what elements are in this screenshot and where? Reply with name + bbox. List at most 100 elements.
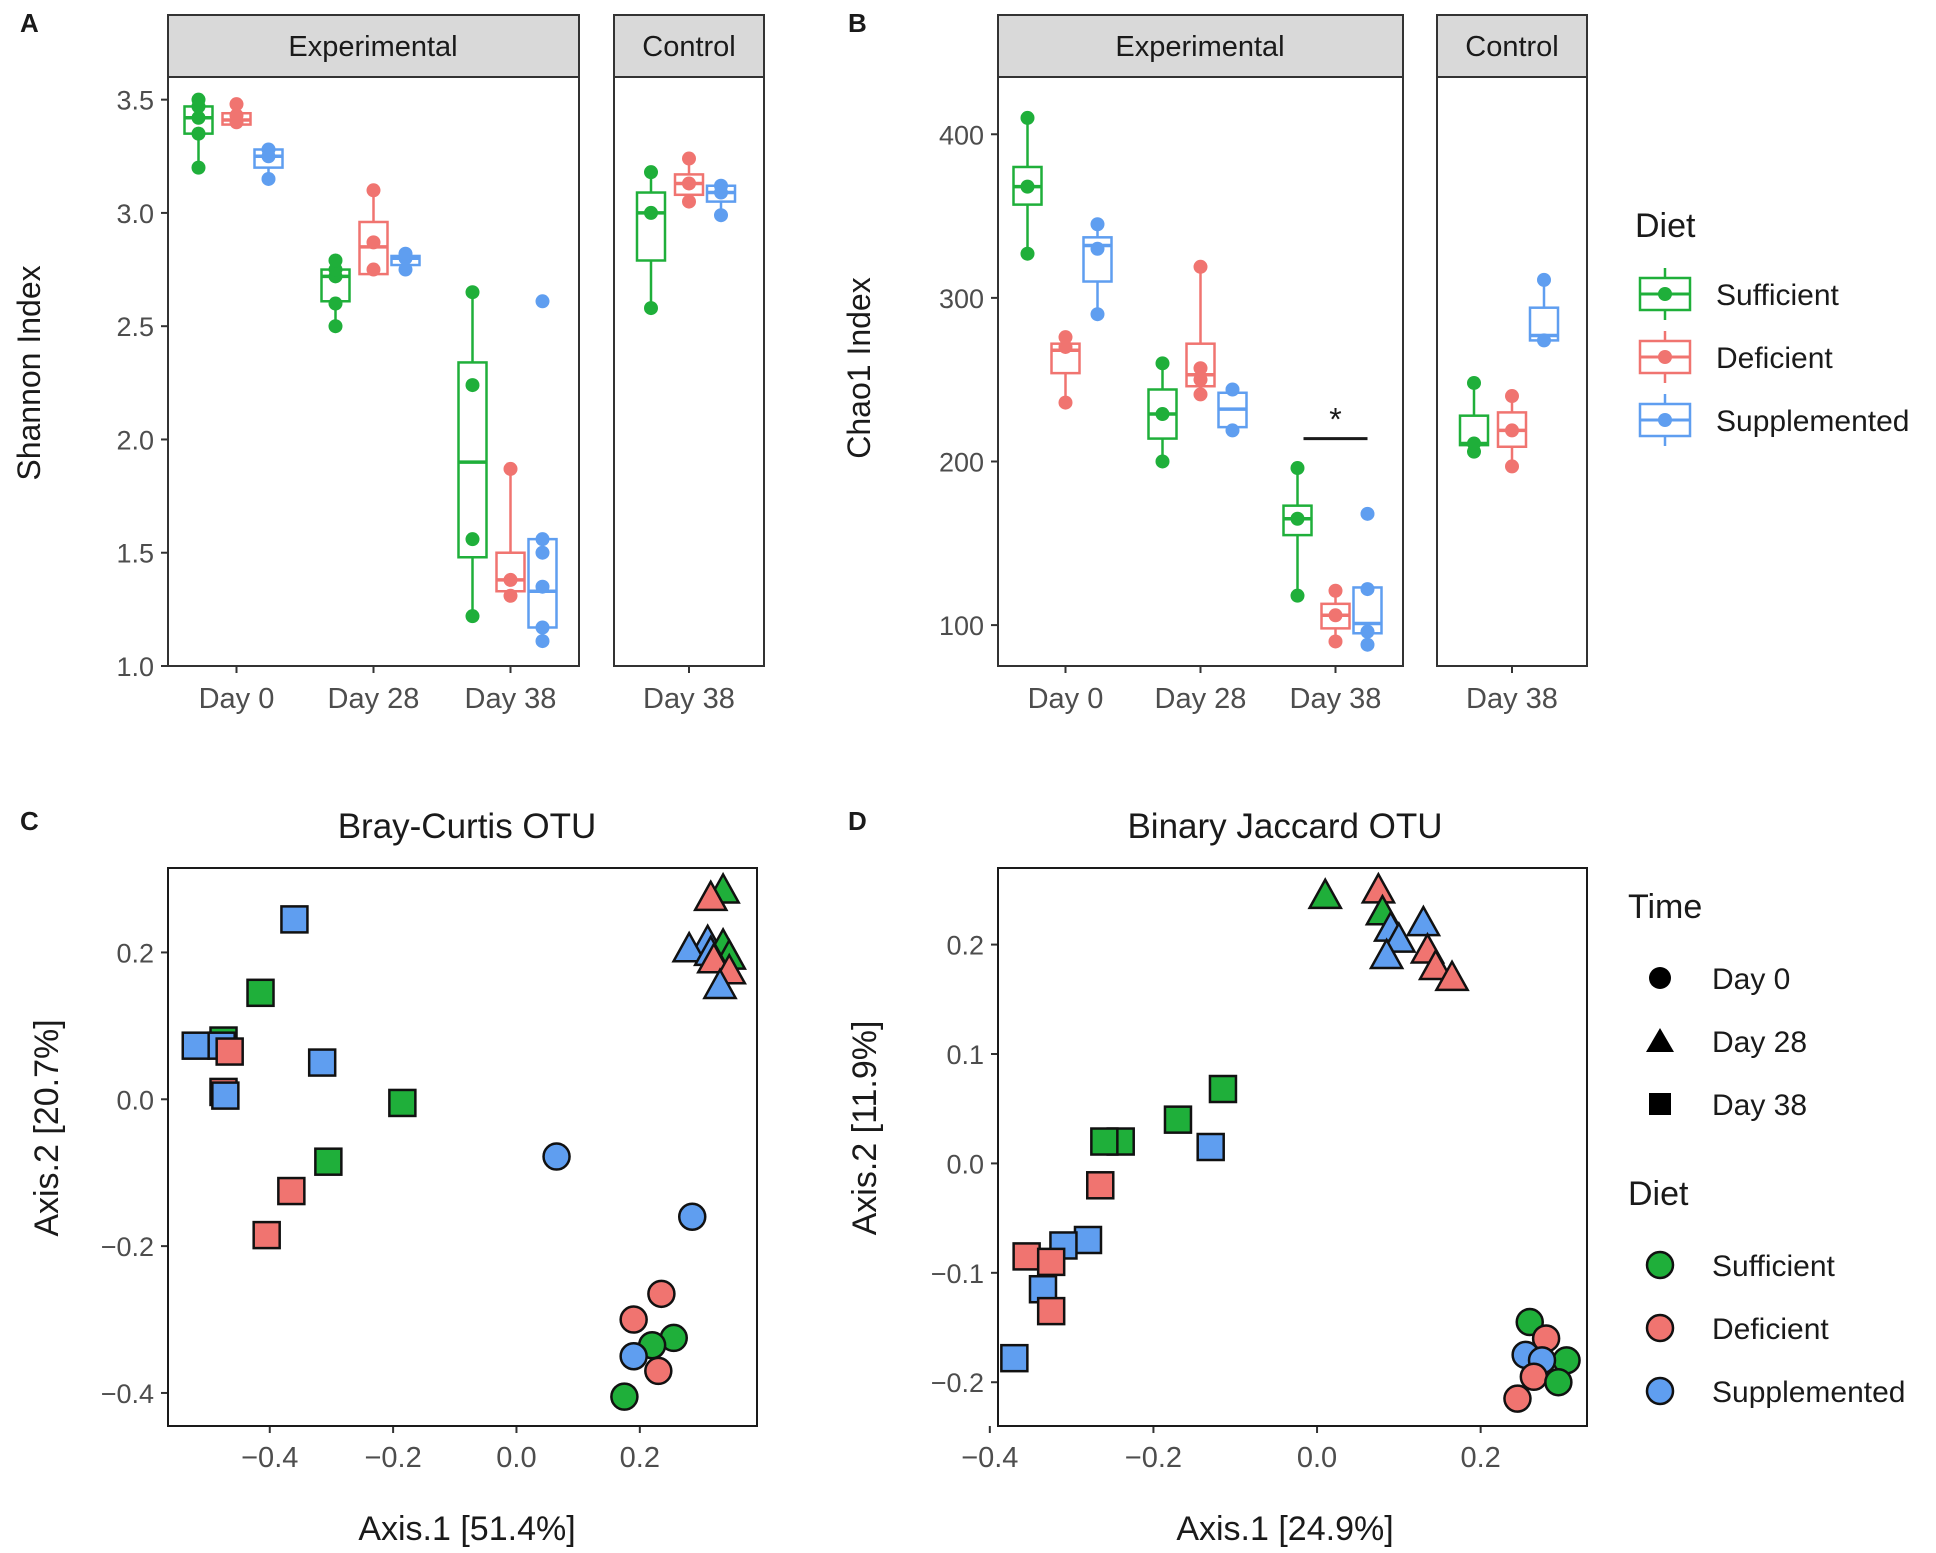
panel-a-experimental-day-28-supplemented-point <box>398 246 413 261</box>
panel-a-x-tick-label: Day 38 <box>643 683 735 715</box>
legend-diet-top-label-sufficient: Sufficient <box>1716 279 1840 312</box>
panel-b-control-day-38-supplemented-box <box>1528 272 1560 348</box>
panel-a-y-tick-label: 3.0 <box>116 199 154 229</box>
panel-b-control-day-38-deficient-point <box>1505 459 1519 474</box>
legend-diet-top-dot <box>1658 287 1672 301</box>
panel-c-point-day-0-supplemented <box>619 1342 648 1371</box>
panel-c-point-day-38-supplemented <box>181 1031 211 1060</box>
panel-b-control-day-38-sufficient-iqr-rect <box>1458 414 1490 447</box>
panel-a-y-tick-label: 1.5 <box>116 539 154 569</box>
panel-b-experimental-day-0-deficient-point <box>1058 395 1073 410</box>
panel-c-point-day-28-supplemented <box>702 967 738 1000</box>
panel-a-frame-experimental <box>167 76 580 667</box>
panel-d-x-ticks: −0.4 −0.2 0.0 0.2 <box>961 1426 1501 1474</box>
panel-a-control-day-38-deficient-point <box>682 151 696 166</box>
panel-b-significance-star: * <box>1329 402 1341 438</box>
panel-a-experimental-day-38-deficient-box <box>495 461 526 603</box>
panel-a-y-tick-label: 2.5 <box>116 312 154 342</box>
legend-diet-bottom-label-supplemented: Supplemented <box>1712 1376 1905 1409</box>
panel-b-y-tick-label: 100 <box>939 611 984 641</box>
panel-d-point-day-0-sufficient <box>1544 1367 1573 1397</box>
panel-a-y-tick-label: 2.0 <box>116 425 154 455</box>
panel-b-control-day-38-deficient-box <box>1496 389 1528 474</box>
panel-d-point-day-38-deficient <box>1036 1247 1066 1277</box>
panel-a-experimental-day-38-supplemented-point <box>535 634 550 649</box>
panel-a-experimental-day-38-supplemented-point <box>535 579 550 594</box>
panel-a-x-tick-label: Day 0 <box>199 683 275 715</box>
panel-a-control-day-38-supplemented-point <box>714 178 728 193</box>
panel-b-chao1-boxplot: Chao1 Index Experimental Control 100 200 3… <box>841 14 1588 715</box>
legend-diet-bottom-label-sufficient: Sufficient <box>1712 1250 1836 1283</box>
legend-time-label-day-28: Day 28 <box>1712 1026 1807 1059</box>
panel-d-point-day-38-sufficient <box>1163 1105 1193 1134</box>
panel-d-y-tick-label: 0.0 <box>946 1149 984 1179</box>
panel-d-point-day-0-deficient <box>1519 1362 1549 1392</box>
legend-time-symbol-day-0 <box>1649 967 1671 989</box>
panel-b-control-day-38-sufficient-point <box>1467 436 1481 451</box>
legend-diet-bottom-symbol-sufficient <box>1645 1250 1675 1280</box>
panel-a-experimental-day-0-supplemented-point <box>261 142 276 157</box>
panel-c-points <box>181 871 747 1411</box>
panel-a-control-day-38-deficient-box <box>673 151 705 209</box>
panel-a-control-day-38-sufficient-iqr-rect <box>635 191 667 262</box>
panel-a-experimental-day-38-deficient-point <box>503 572 518 587</box>
panel-letter-d: D <box>848 806 867 836</box>
panel-b-experimental-day-38-sufficient-point <box>1290 511 1305 526</box>
panel-a-control-day-38-sufficient-box <box>635 165 667 316</box>
panel-b-y-tick-label: 200 <box>939 447 984 477</box>
panel-b-experimental-day-38-supplemented-box <box>1352 506 1383 652</box>
panel-a-experimental-day-38-deficient-point <box>503 461 518 476</box>
panel-c-y-axis-label: Axis.2 [20.7%] <box>28 1019 66 1236</box>
legend-diet-top-key-sufficient <box>1638 268 1692 320</box>
panel-a-x-ticks: Day 0 Day 28 Day 38 Day 38 <box>199 666 735 715</box>
panel-d-x-tick-label: 0.2 <box>1460 1442 1500 1474</box>
panel-b-boxes <box>1012 110 1560 652</box>
panel-a-experimental-day-28-deficient-box <box>358 183 389 277</box>
panel-a-experimental-day-28-deficient-point <box>366 262 381 277</box>
panel-a-control-day-38-supplemented-box <box>705 178 737 223</box>
panel-b-experimental-day-38-deficient-box <box>1320 583 1351 649</box>
panel-b-y-tick-label: 400 <box>939 120 984 150</box>
legend-diet-bottom: Diet Sufficient Deficient Supplemented <box>1628 1175 1905 1409</box>
panel-c-point-day-28-supplemented <box>671 930 707 963</box>
panel-a-strip-experimental: Experimental <box>167 14 580 78</box>
panel-b-control-day-38-sufficient-point <box>1467 375 1481 390</box>
legend-diet-bottom-symbol-supplemented <box>1645 1376 1675 1406</box>
panel-b-y-axis-label: Chao1 Index <box>841 277 877 458</box>
panel-a-experimental-day-28-sufficient-box <box>320 253 351 334</box>
panel-b-experimental-day-0-supplemented-point <box>1090 241 1105 256</box>
panel-c-frame <box>167 867 758 1427</box>
panel-c-point-day-0-deficient <box>644 1356 673 1386</box>
panel-b-experimental-day-0-sufficient-point <box>1020 179 1035 194</box>
panel-a-y-ticks: 1.0 1.5 2.0 2.5 3.0 3.5 <box>116 86 168 682</box>
panel-a-control-day-38-deficient-point <box>682 194 696 209</box>
panel-b-experimental-day-28-sufficient-point <box>1155 356 1170 371</box>
panel-d-point-day-28-supplemented <box>1405 904 1442 937</box>
panel-c-x-tick-label: 0.2 <box>620 1442 660 1474</box>
panel-d-point-day-28-sufficient <box>1307 877 1343 910</box>
panel-letter-c: C <box>20 806 39 836</box>
legend-time-symbol-day-28 <box>1646 1028 1674 1052</box>
panel-b-experimental-day-38-deficient-point <box>1328 583 1343 598</box>
panel-a-experimental-day-28-deficient-point <box>366 235 381 250</box>
panel-a-experimental-day-0-sufficient-point <box>191 110 206 125</box>
panel-d-point-day-38-deficient <box>1086 1171 1115 1200</box>
panel-b-experimental-day-38-sufficient-box <box>1282 461 1313 603</box>
panel-d-point-day-28-deficient <box>1434 959 1470 992</box>
panel-d-x-tick-label: 0.0 <box>1297 1442 1337 1474</box>
legend-diet-top: Diet Sufficient Deficient Supplemented <box>1635 207 1909 446</box>
panel-d-x-axis-label: Axis.1 [24.9%] <box>1176 1510 1393 1548</box>
legend-diet-bottom-title: Diet <box>1628 1175 1689 1213</box>
panel-d-point-day-28-supplemented <box>1368 937 1405 970</box>
panel-d-point-day-38-sufficient <box>1090 1127 1119 1156</box>
panel-b-x-ticks: Day 0 Day 28 Day 38 Day 38 <box>1028 666 1558 715</box>
panel-c-point-day-38-sufficient <box>388 1088 417 1118</box>
panel-c-point-day-38-deficient <box>252 1220 281 1250</box>
panel-b-x-tick-label: Day 38 <box>1466 683 1558 715</box>
legend-diet-top-label-deficient: Deficient <box>1716 342 1833 375</box>
panel-c-point-day-28-deficient <box>696 941 732 974</box>
panel-b-experimental-day-0-deficient-point <box>1058 339 1073 354</box>
legend-time-title: Time <box>1628 888 1702 926</box>
panel-b-experimental-day-38-supplemented-point <box>1360 637 1375 652</box>
panel-b-experimental-day-28-deficient-point <box>1193 361 1208 376</box>
